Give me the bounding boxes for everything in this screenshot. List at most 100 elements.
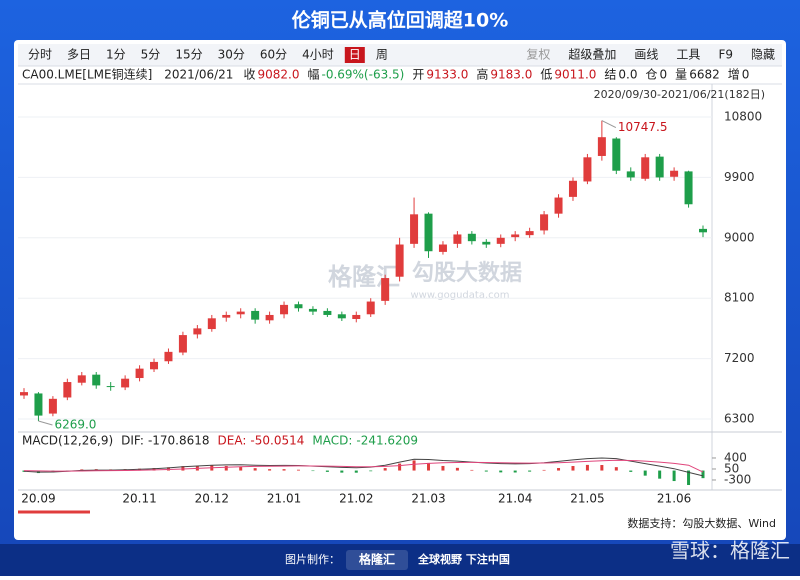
candle-body xyxy=(193,328,202,335)
candle-body xyxy=(366,301,375,315)
annotation: 6269.0 xyxy=(54,418,96,432)
candle-body xyxy=(121,378,130,388)
info-text: 0 xyxy=(660,68,668,82)
toolbar-button[interactable]: 日 xyxy=(349,48,361,62)
x-tick-label: 20.09 xyxy=(21,492,55,506)
source: 数据支持：勾股大数据、Wind xyxy=(627,516,776,530)
macd-bar xyxy=(224,465,228,471)
candle-body xyxy=(482,241,491,245)
candle-body xyxy=(655,156,664,178)
toolbar-button[interactable]: 60分 xyxy=(260,48,287,62)
candle-body xyxy=(280,304,289,315)
candle-body xyxy=(395,244,404,277)
y-tick-label: -300 xyxy=(724,472,751,486)
macd-bar xyxy=(470,469,474,471)
y-tick-label: 6300 xyxy=(724,411,755,425)
candle-body xyxy=(222,314,231,318)
toolbar-button[interactable]: 周 xyxy=(376,48,388,62)
toolbar-button[interactable]: 15分 xyxy=(175,48,202,62)
macd-bar xyxy=(687,470,691,486)
macd-bar xyxy=(557,468,561,471)
candle-body xyxy=(294,304,303,309)
toolbar-button[interactable]: F9 xyxy=(718,48,733,62)
candle-body xyxy=(34,393,43,416)
macd-bar xyxy=(22,470,26,472)
macd-bar xyxy=(427,462,431,471)
annotation: 10747.5 xyxy=(618,120,668,134)
macd-bar xyxy=(643,470,647,476)
footer-bar xyxy=(0,544,800,576)
info-text: 9133.0 xyxy=(426,68,468,82)
macd-bar xyxy=(253,468,257,471)
toolbar-button[interactable]: 工具 xyxy=(676,48,700,62)
candle-body xyxy=(236,311,245,315)
card xyxy=(14,40,786,540)
info-text: 幅 xyxy=(307,67,319,82)
macd-line xyxy=(23,459,704,473)
toolbar-button[interactable]: 超级叠加 xyxy=(568,47,616,62)
macd-bar xyxy=(369,470,373,472)
candle-body xyxy=(63,382,72,398)
macd-bar xyxy=(585,464,589,471)
x-tick-label: 21.03 xyxy=(411,492,445,506)
info-text: 量 xyxy=(675,68,687,82)
candle-body xyxy=(641,157,650,179)
macd-bar xyxy=(672,470,676,482)
candle-body xyxy=(554,197,563,214)
candle-body xyxy=(135,368,144,379)
toolbar-button[interactable]: 30分 xyxy=(218,48,245,62)
candle-body xyxy=(453,234,462,244)
macd-bar xyxy=(542,469,546,471)
candle-body xyxy=(106,386,115,388)
candle-body xyxy=(496,237,505,244)
macd-bar xyxy=(398,463,402,471)
x-tick-label: 21.06 xyxy=(657,492,691,506)
y-tick-label: 400 xyxy=(724,450,747,464)
toolbar-button[interactable]: 1分 xyxy=(106,48,126,62)
page-title: 伦铜已从高位回调超10% xyxy=(292,9,508,32)
macd-header: -170.8618 xyxy=(148,434,210,448)
candle-body xyxy=(20,392,28,396)
info-text: 0 xyxy=(742,68,750,82)
info-text: 结 xyxy=(604,68,616,82)
candle-body xyxy=(583,157,592,182)
candle-body xyxy=(323,310,332,315)
candle-body xyxy=(568,180,577,197)
macd-bar xyxy=(296,469,300,471)
y-tick-label: 50 xyxy=(724,461,739,475)
candle-body xyxy=(525,231,534,236)
watermark: 格隆汇 xyxy=(328,263,400,291)
macd-bar xyxy=(455,467,459,471)
macd-bar xyxy=(239,466,243,471)
toolbar-button[interactable]: 4小时 xyxy=(302,48,334,62)
info-text: 高 xyxy=(476,67,488,82)
macd-bar xyxy=(629,470,633,472)
candle-body xyxy=(164,351,173,362)
footer-brand: 格隆汇 xyxy=(359,552,395,567)
toolbar-button[interactable]: 画线 xyxy=(634,48,658,62)
macd-bar xyxy=(528,470,532,472)
info-text: 9082.0 xyxy=(257,68,299,82)
xueqiu-mark: 雪球：格隆汇 xyxy=(670,539,790,563)
info-text: -0.69%(-63.5) xyxy=(321,68,404,82)
macd-header: DEA: xyxy=(218,434,247,448)
toolbar-button[interactable]: 分时 xyxy=(28,48,52,62)
info-text: 收 xyxy=(243,68,255,82)
x-tick-label: 21.05 xyxy=(570,492,604,506)
info-text: CA00.LME[LME铜连续] xyxy=(22,67,152,82)
toolbar-button[interactable]: 复权 xyxy=(526,48,550,62)
macd-bar xyxy=(340,470,344,473)
macd-line xyxy=(23,457,704,477)
macd-bar xyxy=(701,470,705,479)
info-text: 增 xyxy=(728,68,740,82)
macd-bar xyxy=(325,470,329,472)
candle-body xyxy=(352,314,361,319)
annotation-leader xyxy=(601,120,617,129)
toolbar-button[interactable]: 多日 xyxy=(67,48,91,62)
macd-header: DIF: xyxy=(121,434,144,448)
macd-bar xyxy=(354,470,358,473)
macd-header: MACD(12,26,9) xyxy=(22,434,113,448)
toolbar-button[interactable]: 5分 xyxy=(141,48,161,62)
toolbar-button[interactable]: 隐藏 xyxy=(751,48,775,62)
